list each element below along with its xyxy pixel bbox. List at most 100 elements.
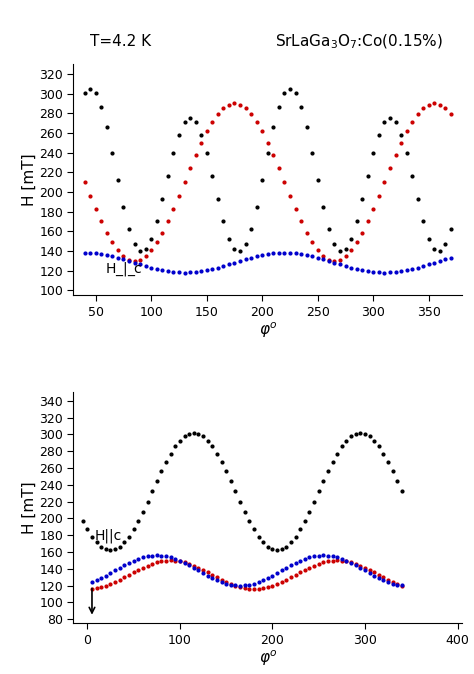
Point: [389, 466, 397, 477]
Point: [278, 544, 285, 555]
Point: [218, 577, 225, 588]
Point: [292, 557, 300, 568]
Point: [116, 574, 124, 585]
Point: [199, 564, 207, 575]
Point: [125, 531, 133, 542]
Point: [292, 88, 300, 98]
Point: [116, 563, 124, 574]
Point: [241, 583, 248, 594]
Point: [137, 254, 144, 265]
Point: [397, 137, 405, 148]
Point: [214, 194, 222, 205]
Point: [292, 204, 300, 214]
Point: [292, 248, 300, 259]
Point: [164, 266, 172, 276]
Point: [98, 101, 105, 112]
Point: [197, 129, 205, 140]
Point: [319, 550, 327, 561]
Point: [314, 175, 321, 186]
Point: [329, 551, 337, 561]
Point: [361, 565, 369, 576]
Point: [273, 568, 281, 578]
Point: [162, 555, 170, 566]
Point: [231, 98, 238, 109]
Point: [236, 99, 244, 110]
Point: [236, 496, 244, 507]
Point: [283, 574, 290, 585]
Point: [409, 117, 416, 127]
Point: [241, 506, 248, 517]
Point: [338, 441, 346, 452]
Point: [195, 565, 202, 576]
Point: [247, 253, 255, 264]
Point: [447, 223, 455, 234]
Point: [139, 506, 146, 517]
Point: [103, 250, 110, 261]
Point: [283, 563, 290, 574]
Point: [393, 580, 401, 590]
Point: [255, 531, 262, 542]
Point: [181, 117, 188, 128]
Point: [157, 466, 165, 477]
Point: [281, 88, 288, 98]
Point: [246, 584, 253, 594]
Point: [286, 247, 294, 258]
Point: [319, 251, 327, 262]
Point: [269, 580, 276, 591]
Point: [325, 254, 333, 265]
Point: [381, 267, 388, 278]
Point: [164, 171, 172, 181]
Point: [130, 555, 137, 566]
Point: [329, 457, 337, 468]
Point: [103, 122, 110, 133]
Point: [384, 577, 392, 588]
Point: [306, 552, 313, 563]
Point: [158, 265, 166, 276]
Point: [258, 175, 266, 186]
Point: [393, 578, 401, 589]
Y-axis label: H [mT]: H [mT]: [21, 153, 36, 206]
Point: [204, 567, 211, 578]
Point: [120, 572, 128, 582]
Point: [98, 541, 105, 552]
Point: [331, 239, 338, 249]
Point: [356, 427, 364, 438]
Point: [425, 233, 433, 244]
Point: [107, 578, 114, 589]
Point: [214, 109, 222, 119]
Point: [83, 524, 91, 534]
Point: [246, 516, 253, 526]
Point: [162, 457, 170, 468]
Point: [195, 428, 202, 439]
Point: [333, 448, 341, 459]
Point: [442, 254, 449, 265]
Point: [430, 98, 438, 109]
Point: [375, 441, 383, 452]
Point: [296, 555, 304, 566]
Point: [398, 580, 406, 591]
Point: [353, 264, 360, 274]
Point: [264, 573, 272, 584]
Point: [331, 257, 338, 268]
Point: [297, 249, 305, 259]
Point: [358, 194, 366, 205]
Point: [364, 171, 372, 181]
Point: [181, 177, 188, 187]
Point: [259, 537, 267, 548]
Point: [93, 575, 100, 586]
Point: [241, 580, 248, 591]
Point: [398, 580, 406, 591]
Point: [309, 148, 316, 158]
Point: [162, 551, 170, 561]
Point: [227, 578, 235, 589]
Point: [170, 267, 177, 278]
Point: [186, 113, 194, 123]
Point: [333, 555, 341, 565]
Point: [225, 233, 233, 244]
Point: [366, 568, 374, 578]
Point: [199, 431, 207, 441]
Point: [386, 163, 394, 174]
Point: [176, 435, 184, 446]
Point: [253, 251, 261, 262]
Point: [370, 267, 377, 278]
